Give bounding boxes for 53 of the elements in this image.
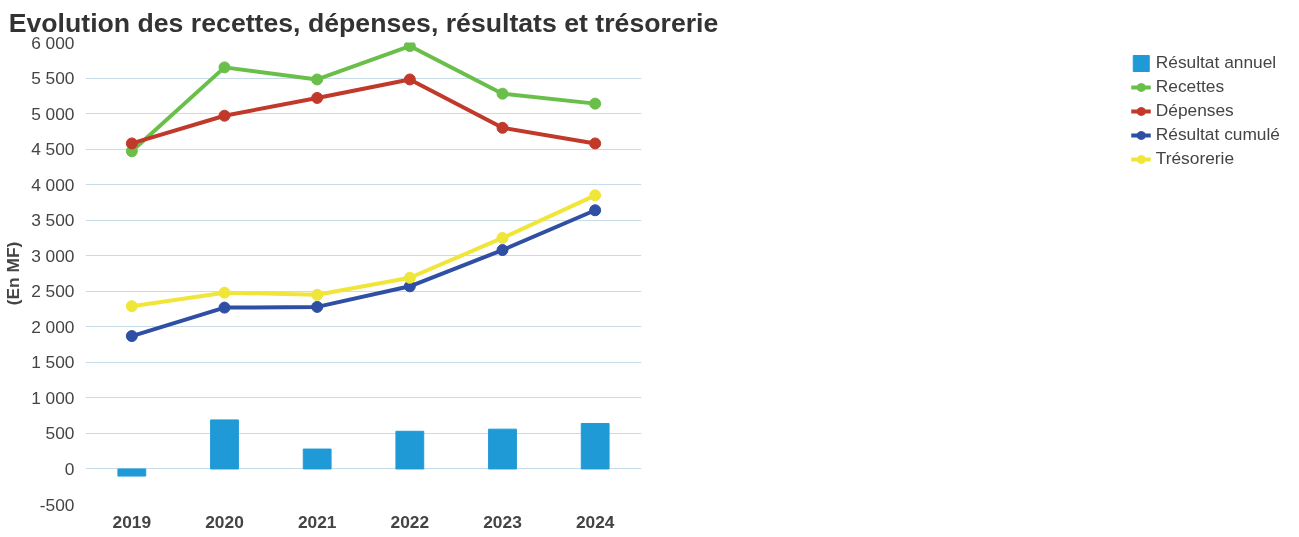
x-tick-label: 2021 [297, 511, 337, 532]
x-tick-label: 2019 [112, 511, 152, 532]
x-tick-label: 2022 [390, 511, 430, 532]
point [496, 231, 509, 244]
point [218, 61, 231, 74]
point [496, 121, 509, 134]
bar [395, 430, 425, 470]
point [589, 189, 602, 202]
point [125, 300, 138, 313]
legend-label: Dépenses [1155, 100, 1234, 121]
y-tick-label: 4 500 [31, 139, 75, 160]
y-tick-label: 3 000 [31, 245, 75, 266]
y-tick-label: 1 500 [31, 352, 75, 373]
y-tick-label: 2 500 [31, 281, 75, 302]
legend-label: Résultat cumulé [1155, 124, 1280, 145]
bar [488, 428, 517, 470]
x-tick-label: 2024 [575, 511, 615, 532]
point [589, 204, 602, 217]
legend-label: Trésorerie [1155, 148, 1235, 169]
point [403, 73, 416, 86]
point [311, 288, 324, 301]
y-axis-title: (En MF) [3, 241, 24, 306]
y-tick-label: 500 [45, 423, 75, 444]
y-tick-label: 4 000 [31, 174, 75, 195]
y-tick-label: 0 [64, 458, 75, 479]
bar [117, 468, 147, 477]
y-tick-label: 3 500 [31, 210, 75, 231]
y-tick-label: 1 000 [31, 387, 75, 408]
point [311, 91, 324, 104]
x-tick-label: 2023 [483, 511, 523, 532]
y-tick-label: 5 000 [31, 103, 75, 124]
bar [210, 419, 239, 470]
y-tick-label: -500 [39, 494, 75, 515]
point [125, 330, 138, 343]
y-tick-label: 2 000 [31, 316, 75, 337]
point [311, 73, 324, 86]
legend-label: Résultat annuel [1155, 52, 1277, 73]
point [218, 301, 231, 314]
y-tick-label: 5 500 [31, 68, 75, 89]
bar [302, 448, 332, 470]
point [218, 286, 231, 299]
point [496, 87, 509, 100]
x-tick-label: 2020 [205, 511, 244, 532]
point [496, 244, 509, 257]
point [218, 109, 231, 122]
point [589, 97, 602, 110]
legend-label: Recettes [1155, 76, 1225, 97]
bar [580, 422, 610, 470]
point [589, 137, 602, 150]
point [311, 300, 324, 313]
point [403, 271, 416, 284]
point [125, 137, 138, 150]
point [403, 42, 416, 53]
